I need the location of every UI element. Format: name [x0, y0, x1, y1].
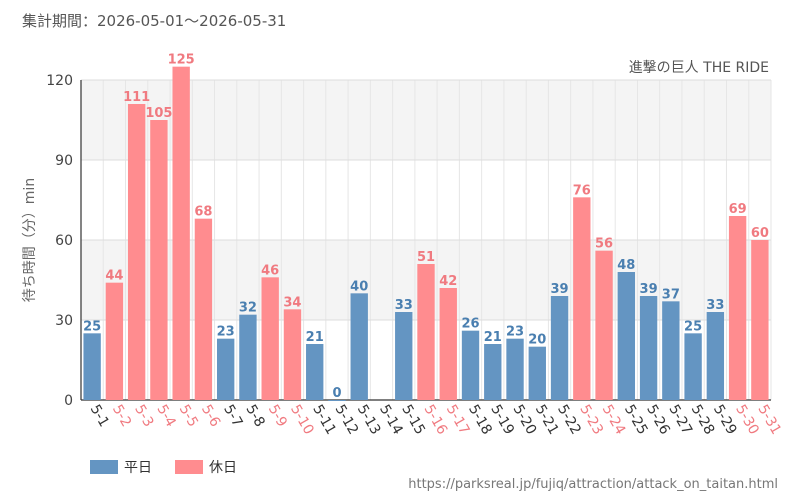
bar	[328, 400, 346, 401]
bar-value-label: 37	[662, 287, 680, 302]
bar-value-label: 51	[417, 250, 435, 265]
bar	[350, 293, 368, 400]
bar-value-label: 68	[194, 205, 212, 220]
bar	[127, 104, 146, 400]
bar-value-label: 48	[617, 258, 635, 273]
bar-value-label: 56	[595, 237, 613, 252]
y-tick-label: 60	[55, 233, 73, 249]
legend-label: 休日	[209, 460, 237, 476]
bar-value-label: 32	[239, 301, 257, 316]
x-tick-label: 5-6	[198, 402, 223, 430]
source-url: https://parksreal.jp/fujiq/attraction/at…	[408, 477, 778, 492]
bar-value-label: 23	[217, 325, 235, 340]
bar-value-label: 39	[640, 282, 658, 297]
bar-value-label: 23	[506, 325, 524, 340]
bar	[216, 338, 235, 400]
bar-value-label: 21	[306, 330, 324, 345]
bar	[395, 312, 413, 400]
bar	[728, 216, 747, 400]
bar	[461, 330, 480, 400]
bar-value-label: 111	[123, 90, 150, 105]
legend-swatch	[175, 460, 203, 474]
bar	[706, 312, 725, 400]
x-tick-label: 5-1	[87, 402, 112, 430]
bar	[484, 344, 502, 400]
bar-value-label: 33	[706, 298, 724, 313]
period-label: 集計期間：2026-05-01～2026-05-31	[22, 12, 287, 30]
bar	[550, 296, 569, 400]
bar	[528, 346, 546, 400]
y-tick-label: 90	[55, 153, 73, 169]
bar	[617, 272, 636, 400]
bar-value-label: 69	[729, 202, 747, 217]
bar-value-label: 46	[261, 263, 279, 278]
bar	[283, 309, 302, 400]
bar	[306, 344, 324, 400]
bar	[662, 301, 680, 400]
bar-value-label: 39	[551, 282, 569, 297]
bar-value-label: 105	[145, 106, 172, 121]
legend-swatch	[90, 460, 118, 474]
bar-value-label: 20	[528, 333, 546, 348]
x-tick-label: 5-7	[220, 402, 245, 430]
plot-band	[81, 80, 771, 160]
bar-value-label: 60	[751, 226, 769, 241]
bar	[261, 277, 279, 400]
x-tick-label: 5-9	[265, 402, 290, 430]
bar-value-label: 21	[484, 330, 502, 345]
chart-title: 進撃の巨人 THE RIDE	[629, 60, 769, 76]
bar	[439, 288, 457, 400]
legend-label: 平日	[124, 460, 152, 476]
bar-value-label: 34	[283, 295, 301, 310]
y-tick-label: 0	[64, 393, 73, 409]
bar	[83, 333, 101, 400]
bar-value-label: 0	[332, 386, 341, 401]
y-axis-label: 待ち時間（分）min	[22, 178, 38, 302]
y-tick-label: 30	[55, 313, 73, 329]
bar	[150, 120, 168, 400]
bar-value-label: 26	[461, 317, 479, 332]
bar-value-label: 40	[350, 279, 368, 294]
bar	[172, 66, 190, 401]
x-tick-label: 5-31	[754, 402, 784, 438]
bar-value-label: 76	[573, 183, 591, 198]
x-tick-label: 5-5	[176, 402, 201, 430]
x-tick-label: 5-4	[153, 402, 178, 430]
bar	[751, 240, 769, 400]
bar-value-label: 44	[105, 269, 123, 284]
bar	[194, 218, 213, 400]
bar	[105, 282, 124, 400]
bar-value-label: 25	[83, 319, 101, 334]
bar	[595, 250, 613, 400]
x-tick-label: 5-8	[242, 402, 267, 430]
x-tick-label: 5-2	[109, 402, 134, 430]
bar	[573, 197, 591, 400]
bar	[417, 264, 435, 400]
bar-value-label: 125	[168, 53, 195, 68]
bar	[684, 333, 702, 400]
bar	[506, 338, 524, 400]
bar-value-label: 42	[439, 274, 457, 289]
bar-value-label: 33	[395, 298, 413, 313]
bar	[639, 296, 658, 400]
bar	[239, 314, 257, 400]
bar-value-label: 25	[684, 319, 702, 334]
y-tick-label: 120	[46, 73, 73, 89]
x-tick-label: 5-3	[131, 402, 156, 430]
